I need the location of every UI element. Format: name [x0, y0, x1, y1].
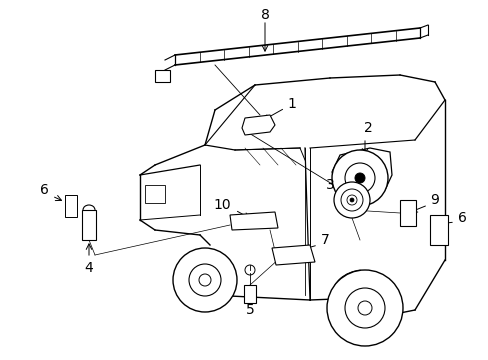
Text: 6: 6: [40, 183, 48, 197]
Circle shape: [333, 182, 369, 218]
FancyBboxPatch shape: [244, 285, 256, 303]
Circle shape: [345, 288, 384, 328]
Text: 4: 4: [84, 261, 93, 275]
FancyBboxPatch shape: [82, 210, 96, 240]
Text: 6: 6: [457, 211, 466, 225]
FancyBboxPatch shape: [399, 200, 415, 226]
Circle shape: [340, 189, 362, 211]
Text: 7: 7: [320, 233, 329, 247]
Text: 9: 9: [429, 193, 439, 207]
Text: 8: 8: [260, 8, 269, 22]
FancyBboxPatch shape: [429, 215, 447, 245]
Circle shape: [349, 198, 353, 202]
Circle shape: [326, 270, 402, 346]
Circle shape: [173, 248, 237, 312]
Circle shape: [346, 195, 356, 205]
FancyBboxPatch shape: [145, 185, 164, 203]
Text: 5: 5: [245, 303, 254, 317]
Polygon shape: [271, 245, 314, 265]
FancyBboxPatch shape: [65, 195, 77, 217]
Circle shape: [354, 173, 364, 183]
FancyBboxPatch shape: [155, 70, 170, 82]
Polygon shape: [331, 148, 391, 195]
Text: 10: 10: [213, 198, 230, 212]
Circle shape: [331, 150, 387, 206]
Text: 1: 1: [287, 97, 296, 111]
Text: 3: 3: [325, 178, 334, 192]
Text: 2: 2: [363, 121, 372, 135]
Circle shape: [345, 163, 374, 193]
Polygon shape: [242, 115, 274, 135]
Circle shape: [189, 264, 221, 296]
Polygon shape: [229, 212, 278, 230]
